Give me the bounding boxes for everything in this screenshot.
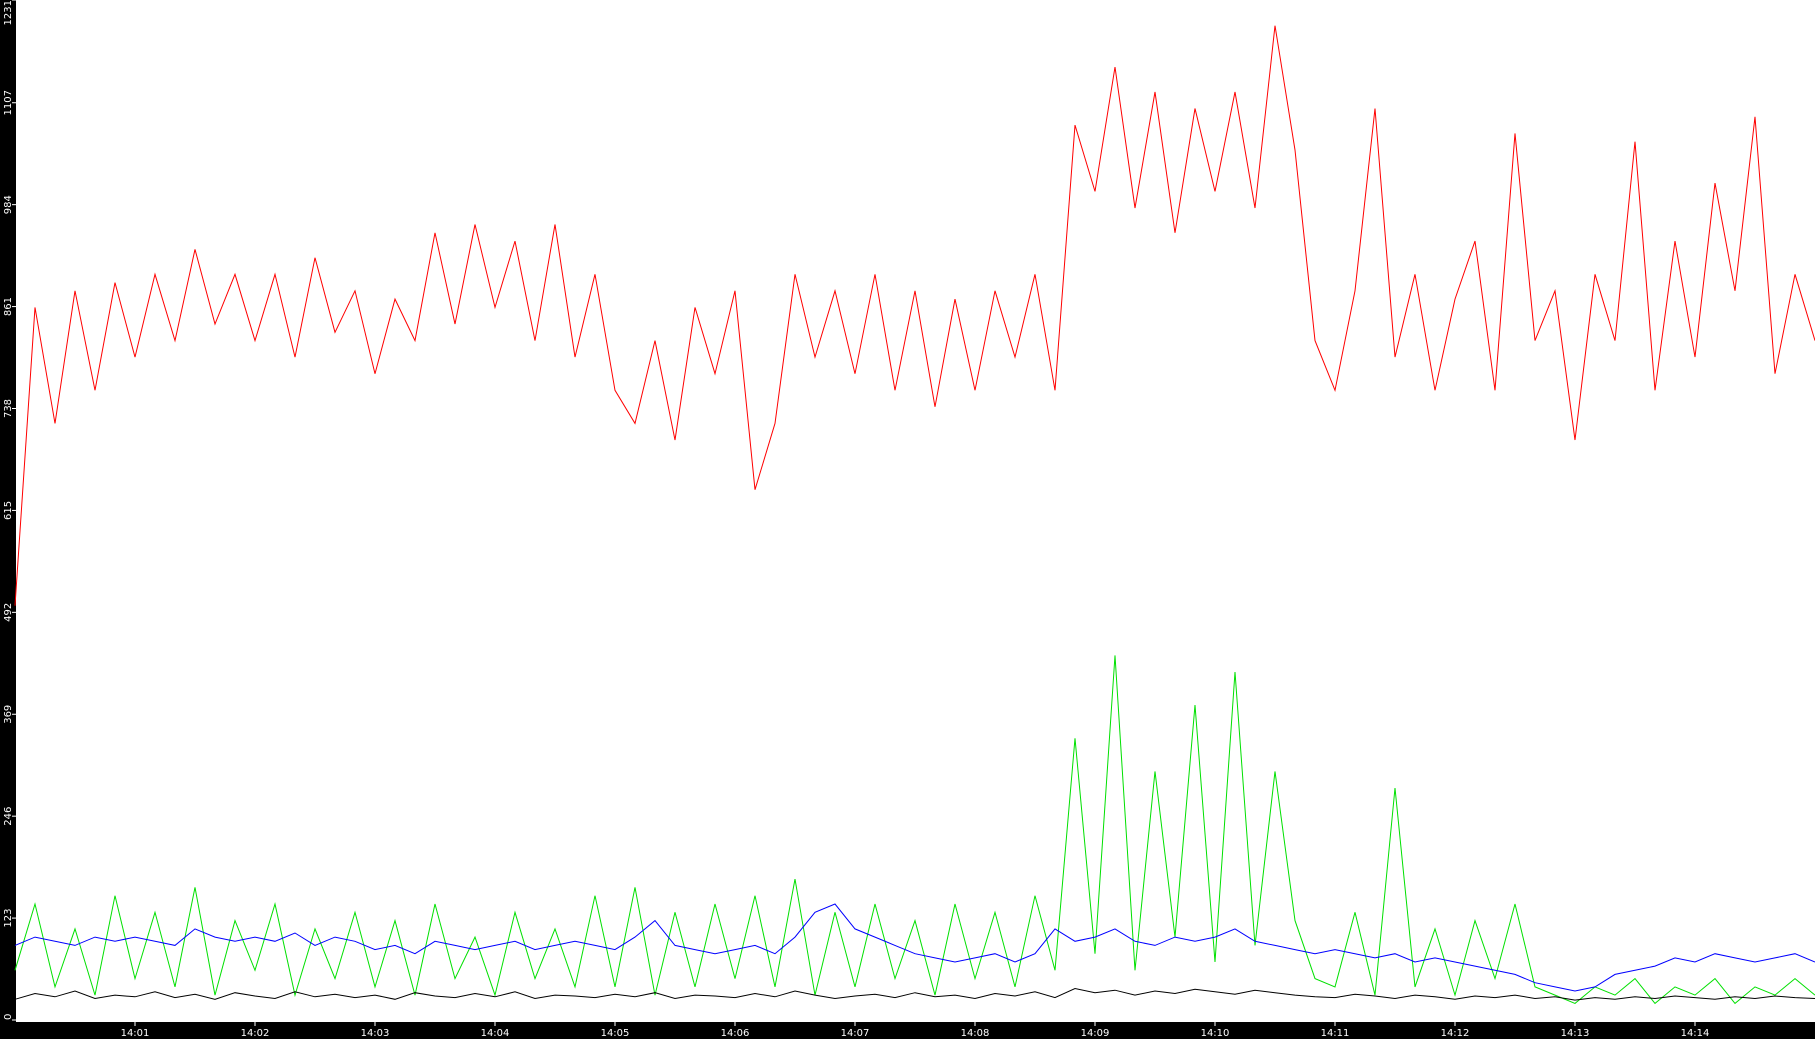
y-tick-label: 246 [3, 807, 14, 826]
series-line-2 [14, 903, 1815, 992]
y-tick-label: 0 [3, 1014, 14, 1020]
series-layer [14, 25, 1815, 1005]
x-tick-label: 14:12 [1441, 1028, 1470, 1039]
plot-background [16, 0, 1815, 1022]
x-tick-label: 14:07 [841, 1028, 870, 1039]
y-tick-label: 1107 [3, 90, 14, 115]
y-axis: 0 123 246 369 492 615 738 861 984 1107 1231 [3, 0, 16, 1021]
y-tick-label: 492 [3, 603, 14, 622]
x-tick-label: 14:05 [601, 1028, 630, 1039]
x-tick-label: 14:02 [241, 1028, 270, 1039]
x-tick-label: 14:01 [121, 1028, 150, 1039]
x-tick-label: 14:09 [1081, 1028, 1110, 1039]
y-tick-label: 738 [3, 399, 14, 418]
x-tick-label: 14:08 [961, 1028, 990, 1039]
y-tick-label: 615 [3, 501, 14, 520]
y-tick-label: 861 [3, 297, 14, 316]
x-tick-label: 14:14 [1681, 1028, 1710, 1039]
y-tick-label: 984 [3, 195, 14, 214]
x-tick-label: 14:06 [721, 1028, 750, 1039]
y-tick-label: 369 [3, 705, 14, 724]
y-tick-label: 1231 [3, 0, 14, 25]
x-tick-label: 14:13 [1561, 1028, 1590, 1039]
x-tick-label: 14:04 [481, 1028, 510, 1039]
x-tick-label: 14:11 [1321, 1028, 1350, 1039]
x-tick-label: 14:10 [1201, 1028, 1230, 1039]
y-tick-label: 123 [3, 909, 14, 928]
x-tick-label: 14:03 [361, 1028, 390, 1039]
x-axis: 14:01 14:02 14:03 14:04 14:05 14:06 14:07 14:08… [121, 1022, 1710, 1039]
